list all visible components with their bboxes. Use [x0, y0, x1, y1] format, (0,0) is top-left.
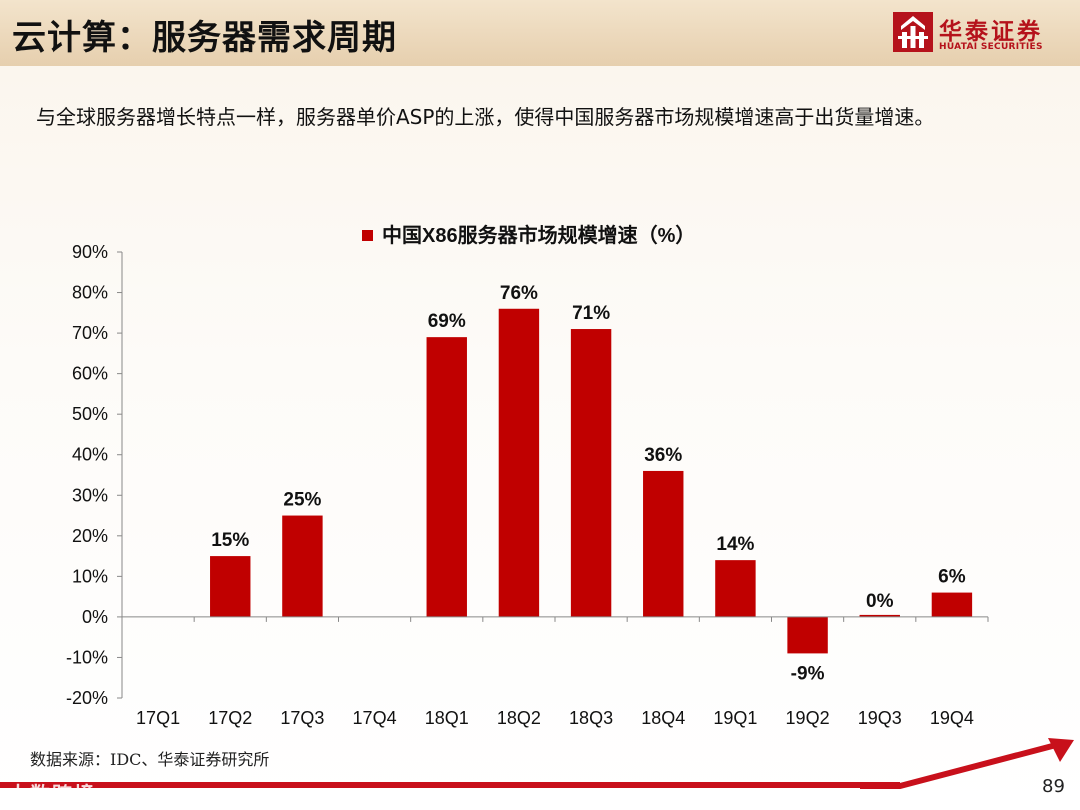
bar-19Q1	[715, 560, 756, 617]
data-label-18Q3: 71%	[572, 303, 610, 324]
x-tick-label: 17Q3	[280, 708, 324, 728]
bar-18Q4	[643, 470, 684, 617]
x-tick-label: 17Q1	[136, 708, 180, 728]
x-tick-label: 17Q2	[208, 708, 252, 728]
bars	[210, 308, 973, 654]
slide-background	[0, 66, 1080, 810]
y-tick-label: 80%	[72, 283, 108, 303]
bar-19Q2	[787, 616, 828, 654]
x-axis: 17Q1 17Q2 17Q3 17Q4 18Q1 18Q2 18Q3 18Q4 19Q1 19Q2…	[121, 616, 989, 728]
y-tick-label: 90%	[72, 242, 108, 262]
data-label-19Q3: 0%	[866, 591, 894, 612]
bar-chart: 中国X86服务器市场规模增速（%） -20% -10% 0% 10% 20% 30% 40%…	[0, 210, 1080, 750]
logo-name-cn: 华泰证券	[939, 19, 1043, 45]
data-label-18Q4: 36%	[644, 445, 682, 466]
bar-18Q1	[426, 337, 467, 617]
x-tick-label: 18Q1	[425, 708, 469, 728]
data-label-19Q1: 14%	[716, 534, 754, 555]
page-title: 云计算：服务器需求周期	[12, 18, 397, 58]
source-note: 数据来源：IDC、华泰证券研究所	[30, 750, 270, 769]
y-axis: -20% -10% 0% 10% 20% 30% 40% 50% 60% 70% 80% 90%	[66, 242, 123, 708]
data-label-17Q2: 15%	[211, 530, 249, 551]
x-tick-label: 19Q2	[786, 708, 830, 728]
y-tick-label: -10%	[66, 647, 108, 667]
x-tick-label: 19Q3	[858, 708, 902, 728]
bar-19Q3	[859, 614, 900, 617]
y-tick-label: 70%	[72, 323, 108, 343]
page-number: 89	[1042, 776, 1065, 797]
data-labels: 15% 25% 69% 76% 71% 36% 14% -9% 0% 6%	[211, 283, 966, 685]
bottom-red-band	[0, 782, 900, 788]
y-tick-label: 0%	[82, 607, 108, 627]
data-label-18Q2: 76%	[500, 283, 538, 304]
intro-text: 与全球服务器增长特点一样，服务器单价ASP的上涨，使得中国服务器市场规模增速高于…	[36, 105, 935, 129]
y-tick-label: -20%	[66, 688, 108, 708]
y-tick-label: 40%	[72, 445, 108, 465]
y-tick-label: 20%	[72, 526, 108, 546]
bar-17Q2	[210, 556, 251, 617]
chart-container: 中国X86服务器市场规模增速（%） -20% -10% 0% 10% 20% 30% 40%…	[0, 210, 1080, 750]
bar-19Q4	[931, 592, 973, 617]
x-tick-label: 18Q4	[641, 708, 685, 728]
x-tick-label: 18Q3	[569, 708, 613, 728]
trend-arrow-icon	[860, 738, 1074, 789]
chart-legend: 中国X86服务器市场规模增速（%）	[362, 223, 695, 247]
y-tick-label: 30%	[72, 485, 108, 505]
y-tick-label: 60%	[72, 364, 108, 384]
huatai-logo: 华泰证券 HUATAI SECURITIES	[893, 12, 1073, 56]
x-tick-label: 19Q1	[713, 708, 757, 728]
bar-17Q3	[282, 515, 323, 617]
chart-area	[0, 210, 1080, 750]
watermark-text: 大数跨境	[8, 782, 96, 806]
bar-18Q2	[498, 308, 540, 617]
data-label-17Q3: 25%	[283, 490, 321, 511]
bar-18Q3	[570, 329, 612, 617]
x-tick-label: 18Q2	[497, 708, 541, 728]
legend-swatch	[362, 230, 373, 241]
data-label-19Q2: -9%	[791, 663, 825, 684]
x-tick-label: 17Q4	[353, 708, 397, 728]
huatai-logo-icon	[893, 12, 933, 52]
data-label-18Q1: 69%	[428, 311, 466, 332]
data-label-19Q4: 6%	[938, 567, 966, 588]
y-tick-label: 10%	[72, 566, 108, 586]
y-tick-label: 50%	[72, 404, 108, 424]
legend-label: 中国X86服务器市场规模增速（%）	[382, 223, 695, 247]
x-tick-label: 19Q4	[930, 708, 974, 728]
logo-name-en: HUATAI SECURITIES	[939, 42, 1043, 52]
header-bar: 云计算：服务器需求周期 华泰证券 HUATAI SECURITIES	[0, 0, 1080, 66]
